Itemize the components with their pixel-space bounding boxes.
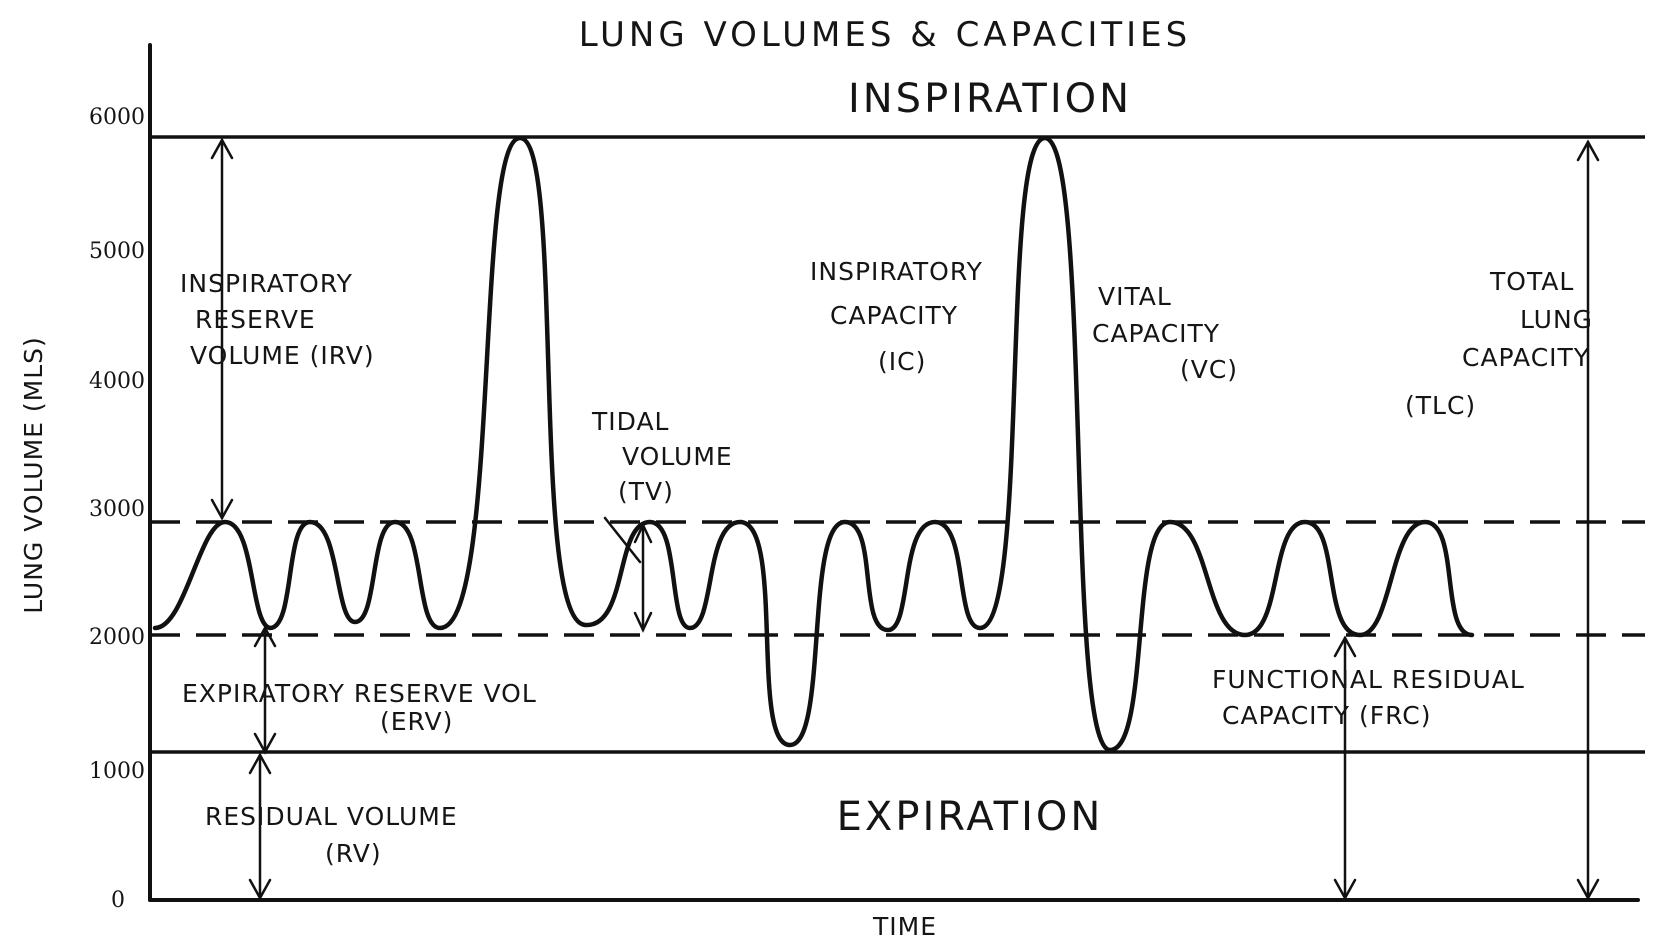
expiration-label: EXPIRATION [837, 794, 1104, 840]
frc-label-line2: CAPACITY (FRC) [1222, 701, 1431, 730]
y-tick-4000: 4000 [89, 369, 145, 394]
tlc-arrowhead-down [1576, 878, 1600, 901]
y-tick-3000: 3000 [89, 497, 145, 522]
y-tick-6000: 6000 [89, 105, 145, 130]
y-tick-0: 0 [111, 888, 125, 913]
rv-arrowhead-up [248, 752, 272, 775]
tlc-label-line2: LUNG [1520, 305, 1593, 334]
irv-label-line3: VOLUME (IRV) [190, 341, 375, 370]
irv-label-line2: RESERVE [195, 305, 316, 334]
irv-arrowhead-down [210, 498, 234, 521]
diagram-title: LUNG VOLUMES & CAPACITIES [579, 15, 1191, 55]
vc-label-line3: (VC) [1180, 355, 1238, 384]
erv-label-line1: EXPIRATORY RESERVE VOL [182, 679, 537, 708]
erv-arrowhead-down [253, 732, 277, 755]
frc-label-line1: FUNCTIONAL RESIDUAL [1212, 665, 1525, 694]
vc-label-line2: CAPACITY [1092, 319, 1220, 348]
ic-label-line2: CAPACITY [830, 301, 958, 330]
tlc-arrowhead-up [1576, 139, 1600, 162]
inspiration-label: INSPIRATION [848, 76, 1132, 122]
volume-trace [152, 135, 1475, 753]
rv-label-line2: (RV) [325, 839, 382, 868]
y-tick-2000: 2000 [89, 625, 145, 650]
ic-label-line1: INSPIRATORY [810, 257, 983, 286]
tlc-label-line1: TOTAL [1489, 267, 1574, 296]
tv-label-line1: TIDAL [591, 407, 670, 436]
frc-arrowhead-down [1333, 878, 1357, 901]
y-tick-1000: 1000 [89, 759, 145, 784]
rv-label-line1: RESIDUAL VOLUME [205, 802, 458, 831]
tv-pointer [603, 516, 642, 564]
erv-label-line2: (ERV) [380, 707, 453, 736]
ic-label-line3: (IC) [878, 347, 926, 376]
tv-label-line2: VOLUME [622, 442, 733, 471]
tlc-label-line4: (TLC) [1405, 391, 1476, 420]
irv-arrowhead-up [210, 137, 234, 160]
tv-arrowhead-up [633, 522, 653, 544]
tv-arrowhead-down [633, 611, 653, 633]
y-tick-5000: 5000 [89, 239, 145, 264]
tlc-label-line3: CAPACITY [1462, 343, 1590, 372]
rv-arrowhead-down [248, 878, 272, 901]
irv-label-line1: INSPIRATORY [180, 269, 353, 298]
x-axis-label: TIME [872, 912, 937, 941]
erv-arrowhead-up [253, 625, 277, 648]
frc-arrowhead-up [1333, 635, 1357, 658]
vc-label-line1: VITAL [1098, 282, 1172, 311]
tv-label-line3: (TV) [618, 477, 674, 506]
y-axis-label: LUNG VOLUME (MLS) [19, 336, 48, 614]
